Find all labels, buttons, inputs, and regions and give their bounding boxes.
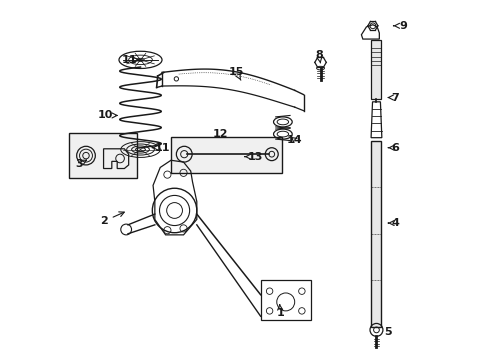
Text: 4: 4	[387, 218, 398, 228]
Text: 1: 1	[276, 305, 284, 318]
Text: 5: 5	[384, 327, 391, 337]
FancyBboxPatch shape	[171, 137, 282, 173]
Text: 8: 8	[315, 50, 322, 63]
Text: 2: 2	[100, 212, 124, 226]
Bar	[260, 280, 310, 320]
Text: 3: 3	[76, 159, 86, 169]
Text: 13: 13	[244, 152, 263, 162]
Text: 15: 15	[228, 67, 244, 80]
Text: 6: 6	[387, 143, 398, 153]
Text: 9: 9	[393, 21, 406, 31]
Bar	[371, 40, 381, 99]
Text: 10: 10	[98, 111, 117, 121]
Text: 11: 11	[121, 55, 139, 65]
Text: 11: 11	[152, 143, 170, 153]
Bar	[371, 140, 381, 327]
Text: 12: 12	[212, 129, 227, 139]
FancyBboxPatch shape	[69, 134, 137, 178]
Text: 14: 14	[286, 135, 302, 145]
Text: 7: 7	[387, 93, 398, 103]
